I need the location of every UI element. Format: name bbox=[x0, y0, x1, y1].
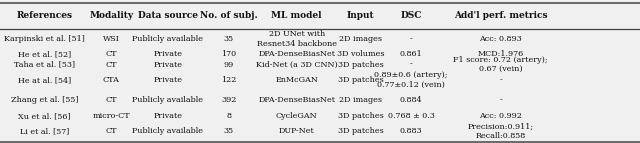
Text: 35: 35 bbox=[224, 127, 234, 135]
Text: CT: CT bbox=[106, 97, 117, 105]
Text: CT: CT bbox=[106, 60, 117, 68]
Text: ML model: ML model bbox=[271, 11, 322, 20]
Text: F1 score: 0.72 (artery);
0.67 (vein): F1 score: 0.72 (artery); 0.67 (vein) bbox=[454, 56, 548, 73]
Text: No. of subj.: No. of subj. bbox=[200, 11, 258, 20]
Text: He at al. [54]: He at al. [54] bbox=[18, 76, 71, 84]
Text: 0.883: 0.883 bbox=[400, 127, 422, 135]
Text: Data source: Data source bbox=[138, 11, 198, 20]
Text: 3D volumes: 3D volumes bbox=[337, 50, 385, 58]
Text: Karpinski et al. [51]: Karpinski et al. [51] bbox=[4, 35, 85, 43]
Text: Private: Private bbox=[154, 50, 182, 58]
Text: 3D patches: 3D patches bbox=[338, 60, 383, 68]
Text: Acc: 0.893: Acc: 0.893 bbox=[479, 35, 522, 43]
Text: 0.884: 0.884 bbox=[400, 97, 422, 105]
Text: DPA-DenseBiasNet: DPA-DenseBiasNet bbox=[258, 97, 335, 105]
Text: Private: Private bbox=[154, 60, 182, 68]
Text: Input: Input bbox=[347, 11, 374, 20]
Text: DSC: DSC bbox=[401, 11, 422, 20]
Text: CT: CT bbox=[106, 127, 117, 135]
Text: Kid-Net (a 3D CNN): Kid-Net (a 3D CNN) bbox=[256, 60, 337, 68]
Text: Publicly available: Publicly available bbox=[132, 97, 204, 105]
Text: WSI: WSI bbox=[103, 35, 120, 43]
Text: Li et al. [57]: Li et al. [57] bbox=[20, 127, 69, 135]
Text: 3D patches: 3D patches bbox=[338, 76, 383, 84]
Text: 3D patches: 3D patches bbox=[338, 112, 383, 120]
Text: 2D images: 2D images bbox=[339, 97, 382, 105]
Text: CTA: CTA bbox=[103, 76, 120, 84]
Text: Publicly available: Publicly available bbox=[132, 35, 204, 43]
Text: 2D images: 2D images bbox=[339, 35, 382, 43]
Text: CT: CT bbox=[106, 50, 117, 58]
Text: CycleGAN: CycleGAN bbox=[276, 112, 317, 120]
Text: 122: 122 bbox=[221, 76, 237, 84]
Text: 35: 35 bbox=[224, 35, 234, 43]
Text: Modality: Modality bbox=[90, 11, 133, 20]
Text: Publicly available: Publicly available bbox=[132, 127, 204, 135]
Text: micro-CT: micro-CT bbox=[93, 112, 130, 120]
Text: 8: 8 bbox=[227, 112, 231, 120]
Text: DUP-Net: DUP-Net bbox=[279, 127, 314, 135]
Text: 0.89±0.6 (artery);
0.77±0.12 (vein): 0.89±0.6 (artery); 0.77±0.12 (vein) bbox=[374, 71, 448, 89]
Text: MCD:1.976: MCD:1.976 bbox=[477, 50, 524, 58]
Text: 170: 170 bbox=[221, 50, 236, 58]
Text: -: - bbox=[410, 60, 413, 68]
Text: EnMcGAN: EnMcGAN bbox=[275, 76, 318, 84]
Text: Private: Private bbox=[154, 76, 182, 84]
Text: Add'l perf. metrics: Add'l perf. metrics bbox=[454, 11, 548, 20]
Text: References: References bbox=[17, 11, 72, 20]
Text: -: - bbox=[499, 97, 502, 105]
Text: 0.861: 0.861 bbox=[400, 50, 422, 58]
Text: 3D patches: 3D patches bbox=[338, 127, 383, 135]
Text: 0.768 ± 0.3: 0.768 ± 0.3 bbox=[388, 112, 435, 120]
Text: DPA-DenseBiasNet: DPA-DenseBiasNet bbox=[258, 50, 335, 58]
Text: Zhang et al. [55]: Zhang et al. [55] bbox=[11, 97, 78, 105]
Text: He et al. [52]: He et al. [52] bbox=[18, 50, 71, 58]
Text: -: - bbox=[410, 35, 413, 43]
Text: Acc: 0.992: Acc: 0.992 bbox=[479, 112, 522, 120]
Text: 2D UNet with
Resnet34 backbone: 2D UNet with Resnet34 backbone bbox=[257, 30, 337, 48]
Text: Taha et al. [53]: Taha et al. [53] bbox=[14, 60, 75, 68]
Text: Private: Private bbox=[154, 112, 182, 120]
Text: 392: 392 bbox=[221, 97, 237, 105]
Text: Precision:0.911;
Recall:0.858: Precision:0.911; Recall:0.858 bbox=[468, 123, 534, 140]
Text: -: - bbox=[499, 76, 502, 84]
Text: 99: 99 bbox=[223, 60, 234, 68]
Text: Xu et al. [56]: Xu et al. [56] bbox=[18, 112, 71, 120]
